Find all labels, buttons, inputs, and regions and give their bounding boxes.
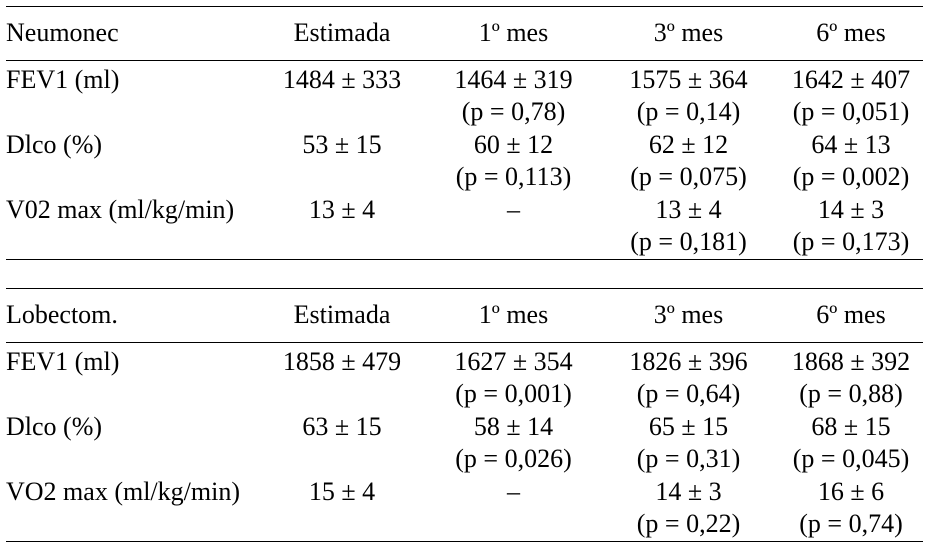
header-mes1: 1º mes: [478, 18, 549, 47]
cell-mes1: 60 ± 12 (p = 0,113): [426, 129, 601, 193]
cell-mes1: –: [426, 476, 601, 508]
cell-value: 65 ± 15: [648, 412, 729, 441]
cell-p-value: (p = 0,88): [799, 379, 903, 408]
cell-mes6: 1642 ± 407 (p = 0,051): [776, 64, 926, 128]
cell-estimada: 63 ± 15: [302, 412, 382, 441]
header-group-label: Lobectom.: [6, 300, 118, 329]
cell-p-value: (p = 0,31): [636, 444, 741, 473]
cell-value: 1826 ± 396: [629, 347, 748, 376]
cell-value: 14 ± 3: [817, 195, 885, 224]
header-mes3: 3º mes: [653, 18, 724, 47]
cell-mes3: 13 ± 4 (p = 0,181): [601, 194, 776, 258]
cell-p-value: (p = 0,22): [636, 509, 741, 538]
cell-value: 60 ± 12: [473, 130, 554, 159]
header-mes6: 6º mes: [816, 18, 886, 47]
cell-p-value: (p = 0,14): [636, 97, 741, 126]
row-label: FEV1 (ml): [6, 347, 120, 376]
row-label: Dlco (%): [6, 412, 103, 441]
cell-value: 1642 ± 407: [791, 65, 911, 94]
cell-value: 1868 ± 392: [791, 347, 911, 376]
cell-value: 14 ± 3: [655, 477, 722, 506]
cell-value: 68 ± 15: [811, 412, 891, 441]
cell-p-value: (p = 0,001): [455, 379, 572, 408]
cell-mes3: 62 ± 12 (p = 0,075): [601, 129, 776, 193]
header-mes3: 3º mes: [653, 300, 724, 329]
cell-mes6: 16 ± 6 (p = 0,74): [776, 476, 926, 540]
header-estimada: Estimada: [293, 300, 391, 329]
cell-estimada: 15 ± 4: [308, 477, 376, 506]
cell-p-value: (p = 0,026): [455, 444, 572, 473]
cell-value: 58 ± 14: [473, 412, 554, 441]
cell-p-value: (p = 0,002): [792, 162, 910, 191]
cell-estimada: 53 ± 15: [302, 130, 382, 159]
cell-p-value: (p = 0,045): [792, 444, 910, 473]
results-table-neumonec: Neumonec Estimada 1º mes 3º mes 6º mes F…: [6, 6, 923, 260]
header-estimada: Estimada: [293, 18, 391, 47]
row-label: Dlco (%): [6, 130, 103, 159]
cell-estimada: 1484 ± 333: [282, 65, 402, 94]
cell-mes6: 14 ± 3 (p = 0,173): [776, 194, 926, 258]
cell-mes3: 1575 ± 364 (p = 0,14): [601, 64, 776, 128]
header-mes1: 1º mes: [478, 300, 549, 329]
cell-mes3: 14 ± 3 (p = 0,22): [601, 476, 776, 540]
cell-p-value: (p = 0,74): [799, 509, 903, 538]
cell-p-value: (p = 0,075): [630, 162, 747, 191]
cell-p-value: (p = 0,64): [636, 379, 741, 408]
cell-p-value: (p = 0,181): [630, 227, 747, 256]
cell-mes3: 1826 ± 396 (p = 0,64): [601, 346, 776, 410]
cell-value: 16 ± 6: [817, 477, 885, 506]
cell-mes6: 64 ± 13 (p = 0,002): [776, 129, 926, 193]
cell-mes1: –: [426, 194, 601, 226]
cell-value: 13 ± 4: [655, 195, 722, 224]
cell-mes1: 58 ± 14 (p = 0,026): [426, 411, 601, 475]
cell-p-value: (p = 0,051): [792, 97, 910, 126]
cell-mes3: 65 ± 15 (p = 0,31): [601, 411, 776, 475]
header-divider: [6, 342, 923, 343]
row-label: FEV1 (ml): [6, 65, 120, 94]
row-label: V02 max (ml/kg/min): [6, 195, 235, 224]
cell-p-value: (p = 0,78): [461, 97, 566, 126]
cell-p-value: (p = 0,173): [792, 227, 910, 256]
cell-value: 1627 ± 354: [454, 347, 573, 376]
cell-mes6: 1868 ± 392 (p = 0,88): [776, 346, 926, 410]
results-table-lobectom: Lobectom. Estimada 1º mes 3º mes 6º mes …: [6, 288, 923, 542]
cell-value: –: [507, 195, 520, 224]
cell-value: 1575 ± 364: [629, 65, 748, 94]
cell-value: 1464 ± 319: [454, 65, 573, 94]
cell-mes6: 68 ± 15 (p = 0,045): [776, 411, 926, 475]
cell-mes1: 1464 ± 319 (p = 0,78): [426, 64, 601, 128]
cell-p-value: (p = 0,113): [455, 162, 572, 191]
header-divider: [6, 60, 923, 61]
cell-value: 64 ± 13: [811, 130, 891, 159]
cell-value: –: [507, 477, 520, 506]
header-mes6: 6º mes: [816, 300, 886, 329]
cell-estimada: 1858 ± 479: [282, 347, 402, 376]
header-group-label: Neumonec: [6, 18, 119, 47]
cell-estimada: 13 ± 4: [308, 195, 376, 224]
cell-value: 62 ± 12: [648, 130, 729, 159]
cell-mes1: 1627 ± 354 (p = 0,001): [426, 346, 601, 410]
row-label: VO2 max (ml/kg/min): [6, 477, 240, 506]
